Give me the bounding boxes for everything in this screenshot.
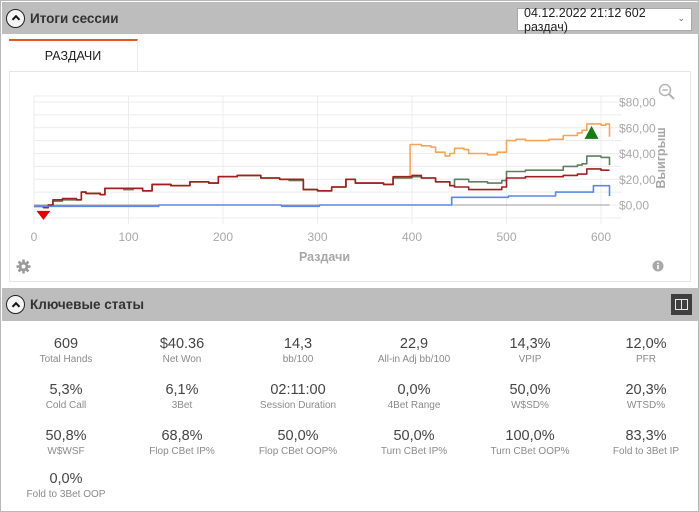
session-select-value: 04.12.2022 21:12 602 раздач) — [524, 5, 646, 34]
gear-icon[interactable] — [16, 259, 31, 274]
winnings-chart[interactable]: 0 100 200 300 400 500 600 $0,00 $20,00 $40,00 $60,… — [1, 1, 699, 288]
stat-label: bb/100 — [282, 354, 314, 365]
stat-value: 22,9 — [399, 336, 429, 352]
stat-item: 20,3% WTSD% — [588, 382, 699, 413]
series-line-orange — [34, 123, 611, 209]
stat-value: 68,8% — [161, 428, 203, 444]
stat-item: 14,3 bb/100 — [240, 336, 356, 367]
stat-item: 12,0% PFR — [588, 336, 699, 367]
stat-value: 100,0% — [505, 428, 555, 444]
stat-value: 14,3% — [509, 336, 551, 352]
session-summary-header: Итоги сессии 04.12.2022 21:12 602 раздач… — [2, 2, 699, 34]
info-icon[interactable] — [652, 260, 664, 272]
stat-value: 6,1% — [165, 382, 199, 398]
stat-label: Cold Call — [45, 400, 87, 411]
stat-label: VPIP — [518, 354, 542, 365]
zoom-out-icon[interactable] — [658, 83, 676, 101]
stat-label: W$WSF — [47, 446, 85, 457]
session-select[interactable]: 04.12.2022 21:12 602 раздач) ⌄ — [517, 5, 692, 34]
tab-hands[interactable]: РАЗДАЧИ — [9, 39, 138, 71]
stat-label: All-in Adj bb/100 — [377, 354, 451, 365]
stat-item: 68,8% Flop CBet IP% — [124, 428, 240, 459]
stat-value: 0,0% — [397, 382, 431, 398]
stat-item: 83,3% Fold to 3Bet IP — [588, 428, 699, 459]
x-tick-label: 100 — [118, 230, 138, 244]
stat-value: 50,0% — [277, 428, 319, 444]
stat-label: Net Won — [162, 354, 202, 365]
stat-value: 0,0% — [49, 471, 83, 487]
stat-value: 02:11:00 — [270, 382, 326, 398]
stat-label: Flop CBet OOP% — [258, 446, 338, 457]
y-tick-label: $40,00 — [619, 147, 656, 161]
stat-label: Turn CBet OOP% — [490, 446, 570, 457]
chart-panel — [9, 71, 691, 282]
stat-label: Fold to 3Bet IP — [612, 446, 680, 457]
chevron-up-icon — [11, 301, 20, 307]
stat-value: 609 — [53, 336, 79, 352]
stat-value: 50,0% — [393, 428, 435, 444]
series-line-blue — [34, 184, 611, 208]
key-stats-title: Ключевые статы — [30, 297, 145, 312]
stat-item: 50,0% Flop CBet OOP% — [240, 428, 356, 459]
stat-label: WTSD% — [626, 400, 666, 411]
stat-value: 83,3% — [625, 428, 667, 444]
stat-value: 20,3% — [625, 382, 667, 398]
stat-item: 50,8% W$WSF — [8, 428, 124, 459]
stat-item: 6,1% 3Bet — [124, 382, 240, 413]
x-tick-label: 600 — [591, 230, 611, 244]
stat-label: Session Duration — [259, 400, 337, 411]
series-line-red — [34, 168, 610, 209]
columns-icon — [675, 299, 688, 310]
chevron-down-icon: ⌄ — [677, 13, 685, 23]
y-axis-label: Выигрыш — [654, 127, 668, 189]
stat-item: 5,3% Cold Call — [8, 382, 124, 413]
x-tick-label: 200 — [213, 230, 233, 244]
stat-value: 14,3 — [283, 336, 313, 352]
stat-label: Total Hands — [39, 354, 93, 365]
stat-label: Fold to 3Bet OOP — [26, 489, 106, 500]
stat-value: 50,8% — [45, 428, 87, 444]
stat-item: 100,0% Turn CBet OOP% — [472, 428, 588, 459]
stat-value: 5,3% — [49, 382, 83, 398]
collapse-key-stats-button[interactable] — [6, 295, 25, 314]
stat-item: 50,0% W$SD% — [472, 382, 588, 413]
marker-min — [36, 210, 51, 220]
stat-item: 22,9 All-in Adj bb/100 — [356, 336, 472, 367]
x-axis-label: Раздачи — [299, 250, 351, 264]
y-tick-label: $0,00 — [619, 199, 649, 213]
y-tick-label: $60,00 — [619, 121, 656, 135]
stat-item: 50,0% Turn CBet IP% — [356, 428, 472, 459]
stat-label: Flop CBet IP% — [149, 446, 215, 457]
stat-item: 14,3% VPIP — [472, 336, 588, 367]
key-stats-grid: 609 Total Hands $40.36 Net Won 14,3 bb/100 22,… — [2, 321, 699, 512]
x-tick-label: 300 — [307, 230, 327, 244]
collapse-session-button[interactable] — [6, 8, 25, 28]
stat-value: $40.36 — [159, 336, 205, 352]
stat-value: 12,0% — [625, 336, 667, 352]
tab-hands-label: РАЗДАЧИ — [44, 49, 102, 63]
x-tick-label: 0 — [31, 230, 38, 244]
stat-item: 0,0% 4Bet Range — [356, 382, 472, 413]
stat-label: PFR — [636, 354, 656, 365]
y-tick-label: $80,00 — [619, 96, 656, 110]
stat-label: 4Bet Range — [387, 400, 441, 411]
x-tick-label: 400 — [402, 230, 422, 244]
stat-item: 609 Total Hands — [8, 336, 124, 367]
stat-item: 0,0% Fold to 3Bet OOP — [8, 471, 124, 502]
marker-max — [584, 125, 599, 139]
series-line-green — [34, 155, 611, 209]
key-stats-header: Ключевые статы — [2, 288, 699, 321]
stat-item: 02:11:00 Session Duration — [240, 382, 356, 413]
stat-label: 3Bet — [171, 400, 193, 411]
stat-label: Turn CBet IP% — [380, 446, 448, 457]
chevron-up-icon — [11, 14, 20, 21]
stat-item: $40.36 Net Won — [124, 336, 240, 367]
stat-value: 50,0% — [509, 382, 551, 398]
stat-label: W$SD% — [511, 400, 549, 411]
x-tick-label: 500 — [496, 230, 516, 244]
y-tick-label: $20,00 — [619, 173, 656, 187]
session-summary-title: Итоги сессии — [30, 10, 119, 26]
layout-toggle-button[interactable] — [671, 294, 692, 315]
